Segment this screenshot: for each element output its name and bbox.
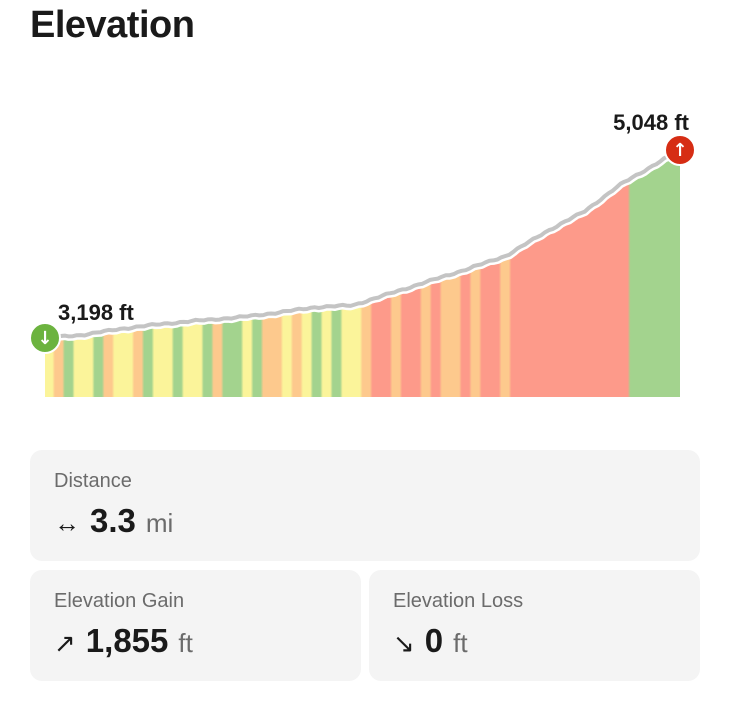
elevation-chart[interactable]: ↓ ↑ 3,198 ft 5,048 ft: [0, 90, 736, 420]
elevation-loss-value: 0: [424, 622, 444, 659]
elevation-line: [44, 148, 681, 340]
elevation-gain-card: Elevation Gain ↗ 1,855 ft: [30, 570, 361, 681]
start-marker[interactable]: ↓: [29, 322, 61, 354]
end-marker[interactable]: ↑: [664, 134, 696, 166]
elevation-area: [45, 150, 680, 397]
distance-value: 3.3: [90, 502, 136, 539]
distance-label: Distance: [54, 470, 132, 492]
elevation-loss-card: Elevation Loss ↘ 0 ft: [369, 570, 700, 681]
arrow-up-icon: ↑: [672, 140, 687, 161]
distance-card: Distance ↔ 3.3 mi: [30, 450, 700, 561]
start-elevation-label: 3,198 ft: [58, 300, 134, 325]
elevation-gain-unit: ft: [178, 628, 193, 658]
elevation-gain-value: 1,855: [85, 622, 169, 659]
arrow-down-icon: ↓: [37, 328, 52, 349]
end-elevation-label: 5,048 ft: [613, 110, 689, 135]
elevation-loss-unit: ft: [453, 628, 468, 658]
elevation-gain-label: Elevation Gain: [54, 590, 185, 612]
page-title: Elevation: [30, 4, 195, 46]
arrow-down-right-icon: ↘: [393, 628, 415, 658]
distance-unit: mi: [145, 508, 174, 538]
horizontal-arrows-icon: ↔: [54, 508, 80, 538]
arrow-up-right-icon: ↗: [54, 628, 76, 658]
elevation-loss-label: Elevation Loss: [393, 590, 524, 612]
